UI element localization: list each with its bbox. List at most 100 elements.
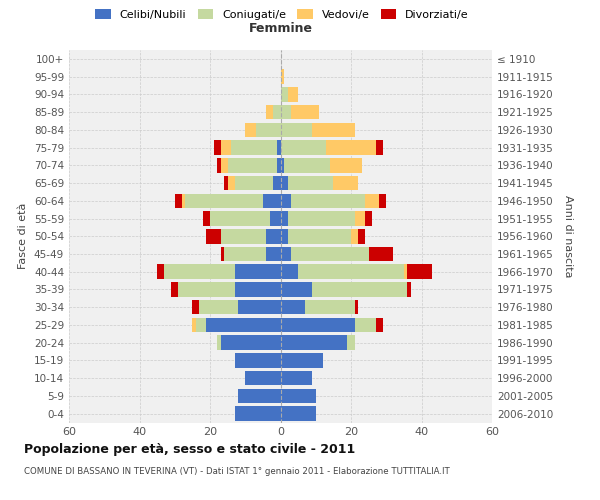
Bar — [281, 371, 312, 386]
Bar — [274, 105, 281, 120]
Bar — [281, 105, 291, 120]
Bar — [376, 140, 383, 155]
Bar — [351, 229, 358, 244]
Bar — [291, 246, 368, 262]
Bar — [281, 211, 287, 226]
Bar — [235, 282, 281, 296]
Bar — [407, 282, 411, 296]
Bar — [274, 176, 281, 190]
Bar — [217, 336, 221, 350]
Bar — [206, 318, 281, 332]
Bar — [214, 140, 221, 155]
Bar — [164, 264, 235, 279]
Bar — [355, 318, 376, 332]
Bar — [238, 300, 281, 314]
Bar — [281, 282, 312, 296]
Bar — [287, 229, 351, 244]
Bar — [245, 122, 256, 137]
Bar — [266, 246, 281, 262]
Bar — [235, 353, 281, 368]
Bar — [376, 318, 383, 332]
Bar — [221, 229, 266, 244]
Bar — [281, 229, 287, 244]
Bar — [291, 105, 319, 120]
Bar — [235, 406, 281, 421]
Bar — [206, 229, 221, 244]
Bar — [193, 318, 196, 332]
Bar — [287, 176, 334, 190]
Bar — [330, 158, 362, 172]
Bar — [210, 211, 270, 226]
Bar — [221, 140, 231, 155]
Bar — [227, 158, 277, 172]
Bar — [287, 87, 298, 102]
Bar — [355, 300, 358, 314]
Bar — [281, 318, 355, 332]
Bar — [185, 194, 263, 208]
Bar — [281, 246, 291, 262]
Text: Popolazione per età, sesso e stato civile - 2011: Popolazione per età, sesso e stato civil… — [24, 442, 355, 456]
Bar — [281, 300, 305, 314]
Bar — [326, 140, 376, 155]
Bar — [287, 211, 355, 226]
Bar — [379, 194, 386, 208]
Bar — [281, 336, 347, 350]
Bar — [182, 194, 185, 208]
Bar — [358, 229, 365, 244]
Bar — [277, 140, 281, 155]
Bar — [365, 211, 372, 226]
Bar — [281, 140, 326, 155]
Bar — [263, 194, 281, 208]
Bar — [298, 264, 404, 279]
Bar — [231, 140, 277, 155]
Bar — [355, 211, 365, 226]
Bar — [196, 318, 206, 332]
Bar — [270, 211, 281, 226]
Y-axis label: Fasce di età: Fasce di età — [19, 203, 28, 270]
Bar — [281, 353, 323, 368]
Bar — [334, 176, 358, 190]
Text: COMUNE DI BASSANO IN TEVERINA (VT) - Dati ISTAT 1° gennaio 2011 - Elaborazione T: COMUNE DI BASSANO IN TEVERINA (VT) - Dat… — [24, 468, 450, 476]
Bar — [227, 176, 235, 190]
Bar — [266, 105, 274, 120]
Bar — [277, 158, 281, 172]
Bar — [404, 264, 407, 279]
Bar — [281, 158, 284, 172]
Bar — [193, 300, 199, 314]
Bar — [203, 211, 210, 226]
Bar — [266, 229, 281, 244]
Bar — [256, 122, 281, 137]
Bar — [368, 246, 394, 262]
Bar — [281, 122, 312, 137]
Bar — [365, 194, 379, 208]
Bar — [284, 158, 330, 172]
Bar — [235, 264, 281, 279]
Bar — [407, 264, 432, 279]
Bar — [221, 158, 227, 172]
Bar — [157, 264, 164, 279]
Bar — [175, 194, 182, 208]
Bar — [291, 194, 365, 208]
Bar — [305, 300, 355, 314]
Bar — [221, 246, 224, 262]
Bar — [281, 406, 316, 421]
Bar — [221, 336, 281, 350]
Bar — [281, 176, 287, 190]
Bar — [238, 388, 281, 403]
Bar — [245, 371, 281, 386]
Bar — [217, 158, 221, 172]
Bar — [281, 388, 316, 403]
Legend: Celibi/Nubili, Coniugati/e, Vedovi/e, Divorziati/e: Celibi/Nubili, Coniugati/e, Vedovi/e, Di… — [92, 6, 472, 23]
Bar — [224, 176, 227, 190]
Bar — [281, 87, 287, 102]
Text: Femmine: Femmine — [248, 22, 313, 35]
Bar — [281, 70, 284, 84]
Bar — [235, 176, 274, 190]
Bar — [178, 282, 235, 296]
Y-axis label: Anni di nascita: Anni di nascita — [563, 195, 573, 278]
Bar — [199, 300, 238, 314]
Bar — [312, 122, 355, 137]
Bar — [224, 246, 266, 262]
Bar — [347, 336, 355, 350]
Bar — [281, 264, 298, 279]
